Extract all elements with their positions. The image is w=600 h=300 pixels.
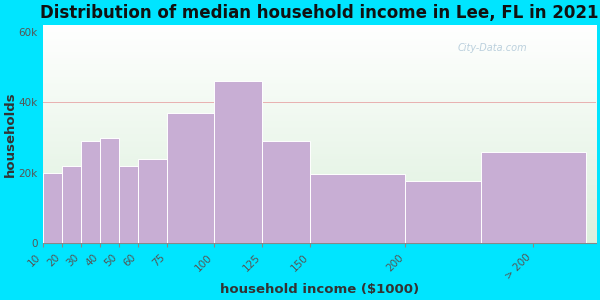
Text: City-Data.com: City-Data.com bbox=[458, 43, 527, 52]
Bar bbox=[100, 138, 119, 243]
Bar bbox=[214, 81, 262, 243]
Bar bbox=[310, 175, 405, 243]
Bar bbox=[43, 173, 62, 243]
Bar bbox=[138, 159, 167, 243]
Bar bbox=[81, 141, 100, 243]
Bar bbox=[62, 166, 81, 243]
Bar bbox=[405, 182, 481, 243]
Title: Distribution of median household income in Lee, FL in 2021: Distribution of median household income … bbox=[40, 4, 599, 22]
Bar bbox=[167, 113, 214, 243]
Y-axis label: households: households bbox=[4, 91, 17, 177]
Bar bbox=[481, 152, 586, 243]
X-axis label: household income ($1000): household income ($1000) bbox=[220, 283, 419, 296]
Bar bbox=[262, 141, 310, 243]
Bar bbox=[119, 166, 138, 243]
